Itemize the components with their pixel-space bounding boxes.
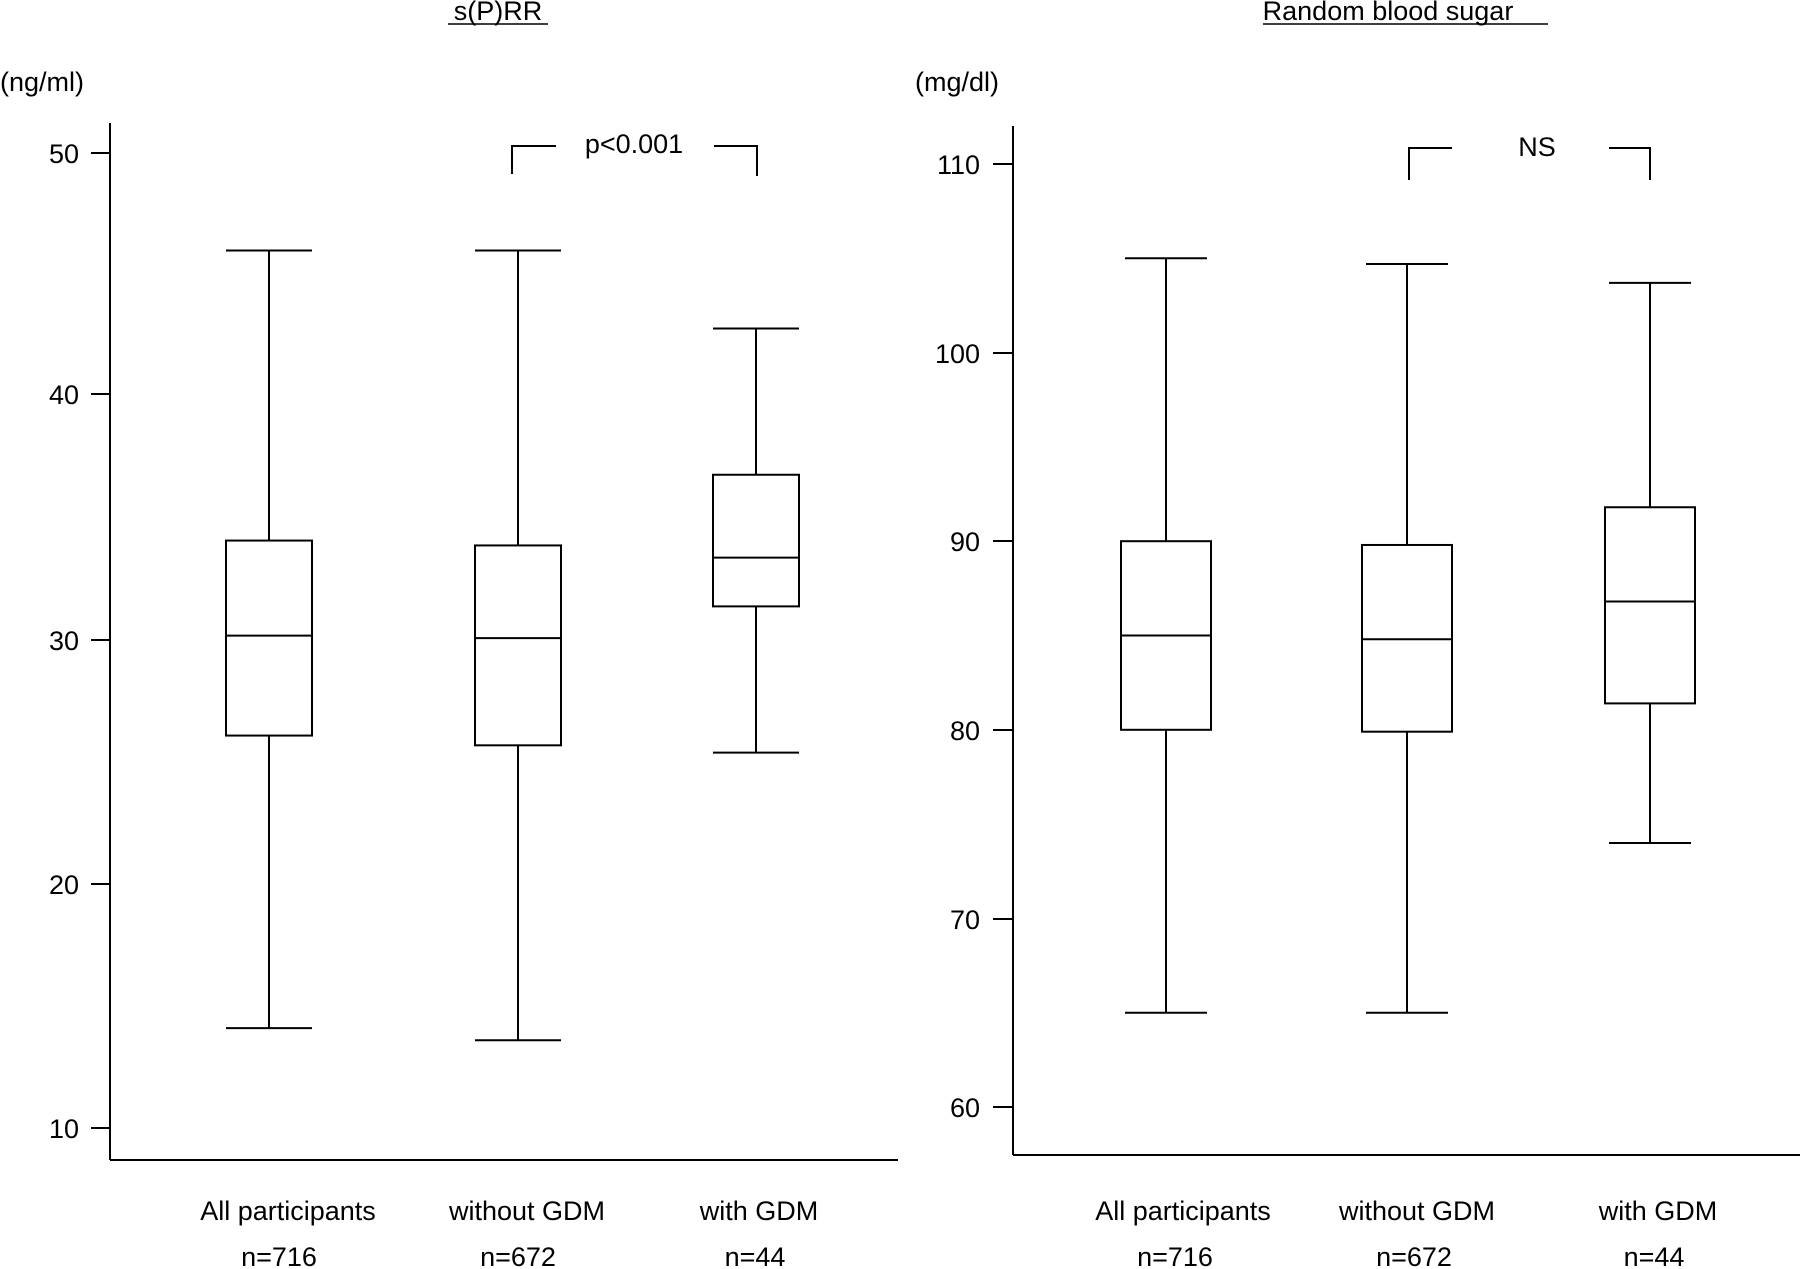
category-label: without GDM [448,1196,605,1226]
panel-sprr: s(P)RR (ng/ml) 50 40 30 20 10 p<0.001 Al… [0,0,898,1269]
category-label: All participants [1095,1196,1271,1226]
significance-label: NS [1518,132,1556,162]
iqr-box [474,544,562,747]
y-tick-marks [91,152,110,1129]
category-label: without GDM [1338,1196,1495,1226]
y-tick-label: 110 [937,150,980,180]
y-tick-label: 80 [950,716,980,746]
y-tick-label: 20 [49,870,79,900]
y-tick-label: 90 [950,527,980,557]
n-label: n=44 [725,1242,786,1269]
category-label: All participants [200,1196,376,1226]
panel-title: Random blood sugar [1263,0,1514,26]
y-tick-label: 60 [950,1093,980,1123]
category-label: with GDM [699,1196,819,1226]
boxplot-group [225,249,800,1042]
n-label: n=44 [1624,1242,1685,1269]
y-tick-label: 100 [935,339,980,369]
y-unit-label: (mg/dl) [915,67,999,97]
y-tick-label: 50 [49,139,79,169]
significance-bracket: p<0.001 [511,129,758,176]
p-value-label: p<0.001 [585,129,683,159]
significance-bracket: NS [1408,132,1651,180]
iqr-box [225,539,313,737]
n-label: n=672 [1376,1242,1452,1269]
bracket-lines [1408,147,1651,180]
n-label: n=716 [1137,1242,1213,1269]
iqr-box [712,473,800,608]
y-unit-label: (ng/ml) [0,67,84,97]
y-tick-label: 70 [950,905,980,935]
boxplot-group [1120,257,1696,1014]
panel-blood-sugar: Random blood sugar (mg/dl) 110 100 90 80… [915,0,1800,1269]
x-category-labels: All participants without GDM with GDM n=… [200,1196,818,1269]
y-tick-label: 10 [49,1114,79,1144]
n-label: n=716 [241,1242,317,1269]
n-label: n=672 [480,1242,556,1269]
panel-title: s(P)RR [454,0,543,26]
bracket-lines [511,145,758,176]
category-label: with GDM [1598,1196,1718,1226]
y-tick-label: 30 [49,626,79,656]
y-tick-labels: 50 40 30 20 10 [49,139,79,1144]
y-tick-label: 40 [49,380,79,410]
y-tick-labels: 110 100 90 80 70 60 [935,150,980,1123]
x-category-labels: All participants without GDM with GDM n=… [1095,1196,1717,1269]
iqr-box [1604,506,1696,705]
y-tick-marks [993,163,1013,1108]
